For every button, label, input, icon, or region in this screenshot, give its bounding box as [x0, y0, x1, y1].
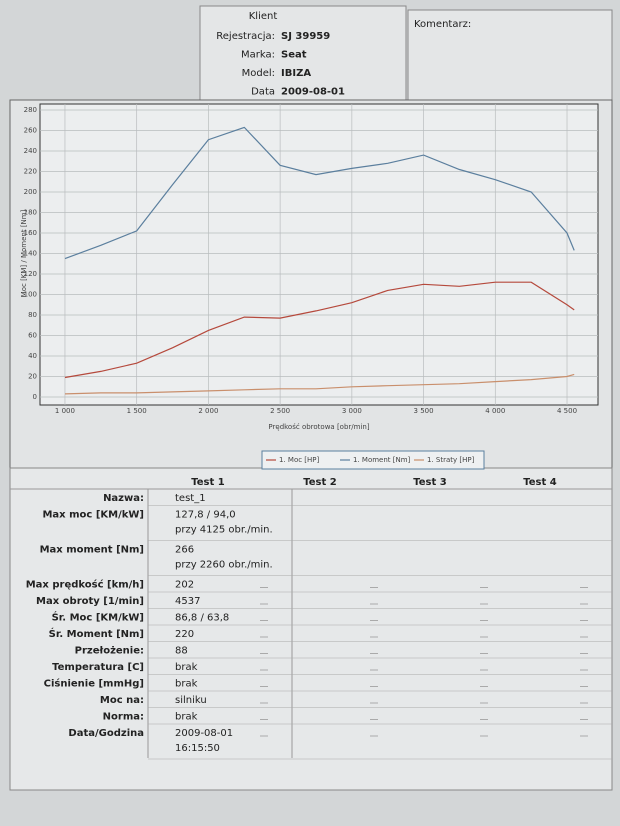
y-tick-label: 280 — [24, 106, 37, 114]
field-value: SJ 39959 — [281, 31, 330, 42]
client-box — [199, 5, 407, 102]
legend-label: 1. Moment [Nm] — [353, 456, 411, 464]
y-tick-label: 120 — [24, 270, 37, 278]
y-tick-label: 200 — [24, 188, 37, 196]
row-label: Max moment [Nm] — [40, 545, 144, 556]
cell-text: 202 — [175, 580, 194, 591]
cell-text: silniku — [175, 695, 207, 706]
cell-text: przy 2260 obr./min. — [175, 560, 273, 571]
y-axis-label: Moc [KM] / Moment [Nm] — [20, 209, 28, 297]
cell-text: 4537 — [175, 596, 200, 607]
y-tick-label: 220 — [24, 168, 37, 176]
x-tick-label: 1 500 — [127, 407, 147, 415]
cell-text: 16:15:50 — [175, 743, 220, 754]
column-header: Test 3 — [413, 477, 446, 488]
cell-text: brak — [175, 662, 198, 673]
cell-text: przy 4125 obr./min. — [175, 525, 273, 536]
series-line — [64, 281, 575, 379]
y-tick-label: 0 — [33, 393, 37, 401]
row-label: Data/Godzina — [68, 728, 144, 739]
y-tick-label: 40 — [28, 352, 37, 360]
row-label: Śr. Moment [Nm] — [49, 627, 144, 640]
x-tick-label: 4 000 — [485, 407, 505, 415]
field-value: 2009-08-01 — [281, 87, 345, 98]
table-frame — [9, 467, 613, 791]
x-tick-label: 2 500 — [270, 407, 290, 415]
row-label: Śr. Moc [KM/kW] — [52, 611, 144, 624]
cell-text: test_1 — [175, 493, 206, 504]
x-axis-label: Prędkość obrotowa [obr/min] — [268, 423, 369, 431]
plot-area — [39, 103, 599, 406]
field-label: Marka: — [241, 50, 275, 61]
y-tick-label: 240 — [24, 147, 37, 155]
y-tick-label: 60 — [28, 332, 37, 340]
x-tick-label: 3 000 — [342, 407, 362, 415]
cell-text: 88 — [175, 646, 188, 657]
y-tick-label: 80 — [28, 311, 37, 319]
legend-label: 1. Moc [HP] — [279, 456, 320, 464]
field-label: Rejestracja: — [216, 31, 275, 42]
y-tick-label: 100 — [24, 291, 37, 299]
x-tick-label: 4 500 — [557, 407, 577, 415]
comment-label: Komentarz: — [414, 19, 471, 30]
row-label: Norma: — [103, 712, 144, 723]
cell-text: 2009-08-01 — [175, 728, 233, 739]
comment-box — [407, 9, 613, 115]
row-label: Nazwa: — [103, 493, 144, 504]
column-header: Test 1 — [191, 477, 224, 488]
column-header: Test 2 — [303, 477, 336, 488]
field-label: Data — [251, 87, 275, 98]
cell-text: 266 — [175, 545, 194, 556]
row-label: Ciśnienie [mmHg] — [44, 678, 144, 690]
row-label: Max moc [KM/kW] — [42, 510, 144, 521]
field-value: Seat — [281, 50, 307, 61]
field-label: Model: — [242, 68, 275, 79]
y-tick-label: 160 — [24, 229, 37, 237]
row-label: Temperatura [C] — [52, 662, 144, 673]
y-tick-label: 140 — [24, 250, 37, 258]
cell-text: 127,8 / 94,0 — [175, 510, 236, 521]
cell-text: 220 — [175, 629, 194, 640]
series-line — [64, 373, 575, 395]
cell-text: 86,8 / 63,8 — [175, 613, 229, 624]
field-value: IBIZA — [281, 68, 311, 79]
cell-text: brak — [175, 679, 198, 690]
row-label: Przełożenie: — [75, 646, 144, 657]
cell-text: brak — [175, 712, 198, 723]
row-label: Max prędkość [km/h] — [26, 579, 144, 591]
x-tick-label: 2 000 — [198, 407, 218, 415]
legend-label: 1. Straty [HP] — [427, 456, 475, 464]
y-tick-label: 260 — [24, 127, 37, 135]
series-line — [64, 126, 575, 260]
column-header: Test 4 — [523, 477, 556, 488]
row-label: Moc na: — [100, 695, 144, 706]
x-tick-label: 3 500 — [414, 407, 434, 415]
y-tick-label: 20 — [28, 373, 37, 381]
legend-box — [261, 450, 485, 470]
row-label: Max obroty [1/min] — [36, 596, 144, 607]
x-tick-label: 1 000 — [55, 407, 75, 415]
client-title: Klient — [249, 11, 278, 22]
y-tick-label: 180 — [24, 209, 37, 217]
